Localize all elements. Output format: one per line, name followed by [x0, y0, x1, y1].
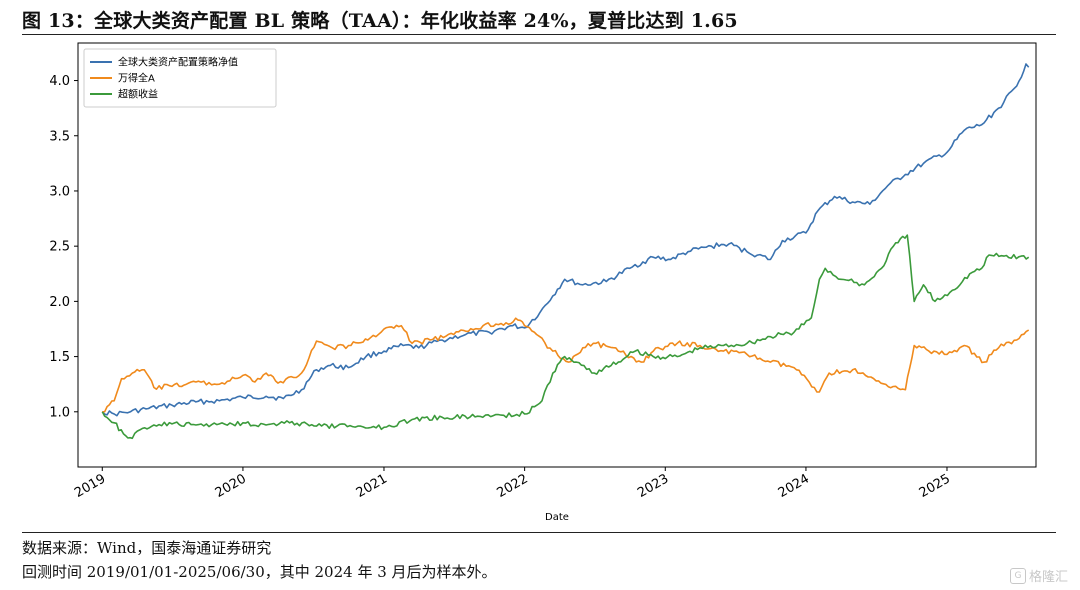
x-tick-label: 2022 [494, 471, 530, 501]
y-tick-label: 4.0 [49, 74, 70, 89]
x-tick-label: 2020 [213, 471, 249, 501]
x-axis-label: Date [545, 512, 569, 523]
x-tick-label: 2023 [635, 471, 671, 501]
legend-label-3: 超额收益 [118, 88, 158, 101]
y-tick-label: 1.5 [49, 350, 70, 365]
y-tick-label: 3.5 [49, 129, 70, 144]
legend-label-2: 万得全A [118, 72, 155, 85]
y-tick-label: 2.0 [49, 295, 70, 310]
series-line-1 [101, 63, 1030, 417]
watermark-logo-icon: G [1009, 567, 1026, 584]
series-line-3 [101, 234, 1030, 440]
legend-label-1: 全球大类资产配置策略净值 [118, 56, 238, 69]
figure-title: 图 13：全球大类资产配置 BL 策略（TAA）：年化收益率 24%，夏普比达到… [22, 10, 738, 32]
series-line-2 [102, 317, 1030, 413]
plot-frame [77, 42, 1037, 468]
legend-box [83, 48, 277, 108]
backtest-note: 回测时间 2019/01/01-2025/06/30，其中 2024 年 3 月… [22, 563, 497, 581]
x-tick-label: 2024 [776, 471, 812, 501]
y-axis: 1.0 1.5 2.0 2.5 3.0 3.5 4.0 [49, 74, 78, 420]
watermark: G 格隆汇 [1009, 566, 1068, 585]
watermark-text: 格隆汇 [1028, 570, 1068, 585]
line-chart: 2019 2020 2021 2022 2023 2024 2025 1.0 1.5 2.0 2.… [49, 42, 1037, 523]
source-note: 数据来源：Wind，国泰海通证券研究 [22, 539, 272, 557]
series-layer [101, 63, 1030, 440]
x-tick-label: 2021 [354, 471, 390, 501]
x-axis: 2019 2020 2021 2022 2023 2024 2025 [72, 467, 953, 501]
x-tick-label: 2019 [72, 471, 108, 501]
title-rule [22, 34, 1056, 35]
y-tick-label: 2.5 [49, 240, 70, 255]
y-tick-label: 1.0 [49, 405, 70, 420]
source-rule [22, 532, 1056, 533]
x-tick-label: 2025 [917, 471, 953, 501]
y-tick-label: 3.0 [49, 184, 70, 199]
